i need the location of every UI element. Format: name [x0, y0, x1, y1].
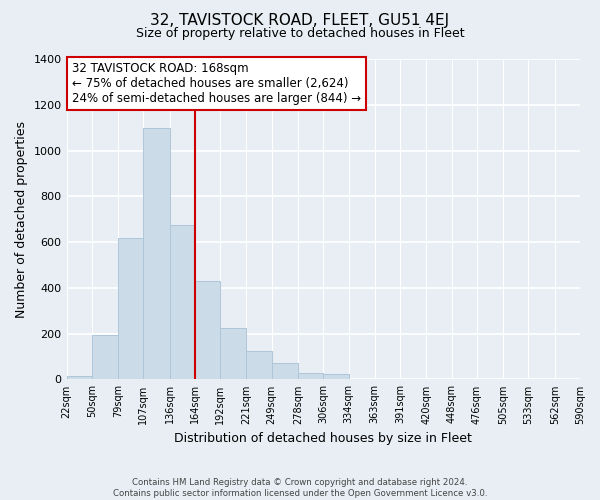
- Bar: [170, 225, 195, 380]
- Text: 32 TAVISTOCK ROAD: 168sqm
← 75% of detached houses are smaller (2,624)
24% of se: 32 TAVISTOCK ROAD: 168sqm ← 75% of detac…: [71, 62, 361, 105]
- Bar: [67, 376, 92, 380]
- Bar: [118, 238, 143, 380]
- Text: Size of property relative to detached houses in Fleet: Size of property relative to detached ho…: [136, 28, 464, 40]
- Bar: [272, 364, 298, 380]
- Bar: [195, 281, 220, 380]
- Bar: [143, 128, 170, 380]
- Bar: [220, 328, 247, 380]
- Text: Contains HM Land Registry data © Crown copyright and database right 2024.
Contai: Contains HM Land Registry data © Crown c…: [113, 478, 487, 498]
- Bar: [323, 374, 349, 380]
- Bar: [92, 335, 118, 380]
- X-axis label: Distribution of detached houses by size in Fleet: Distribution of detached houses by size …: [175, 432, 472, 445]
- Bar: [247, 351, 272, 380]
- Y-axis label: Number of detached properties: Number of detached properties: [15, 120, 28, 318]
- Bar: [298, 372, 323, 380]
- Text: 32, TAVISTOCK ROAD, FLEET, GU51 4EJ: 32, TAVISTOCK ROAD, FLEET, GU51 4EJ: [151, 12, 449, 28]
